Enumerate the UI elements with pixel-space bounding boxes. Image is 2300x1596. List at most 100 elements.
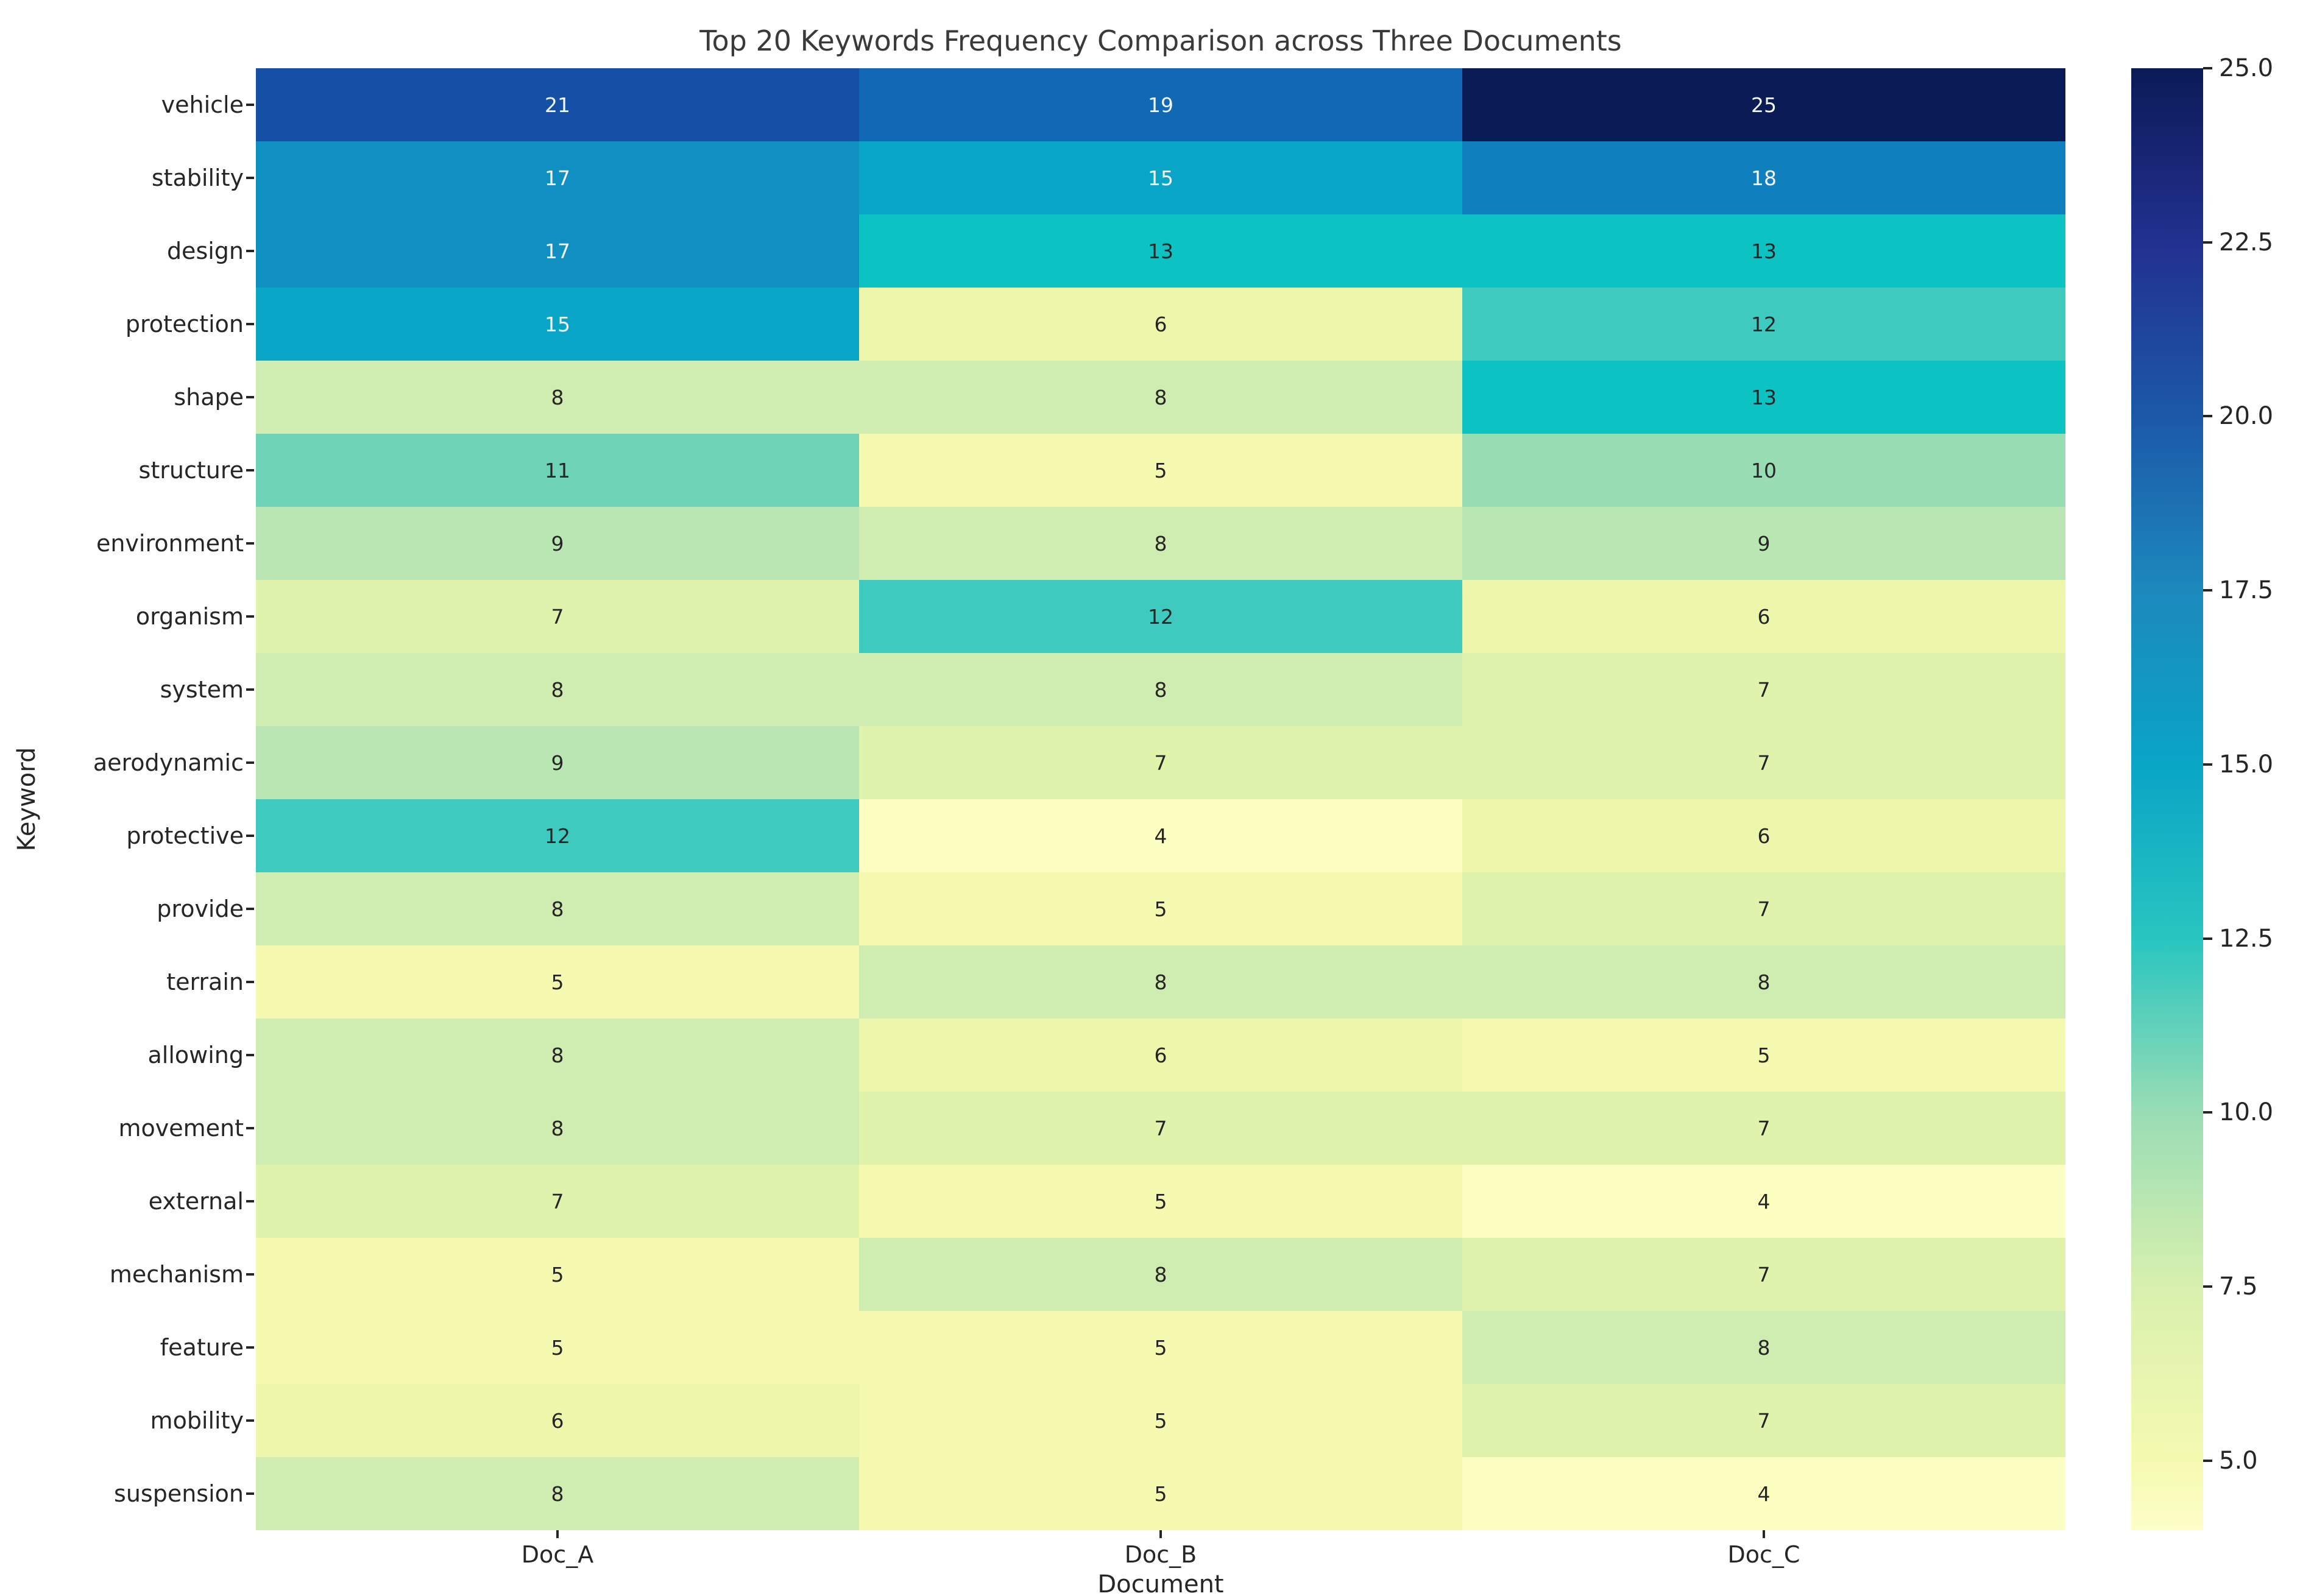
cell-value: 6	[1757, 604, 1771, 629]
heatmap-cell: 5	[859, 1165, 1462, 1238]
y-tick-label: allowing	[147, 1042, 244, 1068]
cell-value: 21	[545, 93, 570, 117]
cell-value: 5	[1154, 458, 1167, 482]
y-tick-label: mobility	[150, 1407, 244, 1434]
heatmap-cell: 7	[1462, 653, 2065, 726]
colorbar-tick-mark	[2203, 67, 2212, 69]
heatmap-cell: 4	[1462, 1165, 2065, 1238]
colorbar-tick-label: 22.5	[2219, 228, 2274, 256]
cell-value: 4	[1757, 1481, 1771, 1506]
colorbar-tick-label: 15.0	[2219, 750, 2274, 779]
cell-value: 13	[1751, 239, 1777, 263]
colorbar-tick-label: 17.5	[2219, 576, 2274, 605]
cell-value: 5	[1154, 1481, 1167, 1506]
chart-title: Top 20 Keywords Frequency Comparison acr…	[699, 24, 1622, 57]
y-tick-label: feature	[160, 1334, 244, 1361]
heatmap-cell: 7	[256, 1165, 859, 1238]
cell-value: 7	[1757, 1262, 1771, 1287]
cell-value: 5	[551, 1262, 564, 1287]
y-tick-label: shape	[174, 384, 244, 411]
cell-value: 18	[1751, 166, 1777, 190]
heatmap-cell: 19	[859, 68, 1462, 141]
heatmap-cell: 8	[859, 1238, 1462, 1311]
heatmap-cell: 5	[859, 1384, 1462, 1457]
cell-value: 7	[1154, 750, 1167, 775]
heatmap-cell: 8	[256, 361, 859, 434]
y-tick-mark	[246, 908, 254, 910]
heatmap-cell: 7	[256, 580, 859, 653]
cell-value: 13	[1148, 239, 1173, 263]
y-tick-mark	[246, 177, 254, 179]
cell-value: 8	[551, 897, 564, 921]
cell-value: 7	[551, 604, 564, 629]
cell-value: 7	[551, 1189, 564, 1213]
y-tick-mark	[246, 1273, 254, 1276]
cell-value: 8	[551, 1481, 564, 1506]
heatmap-cell: 15	[859, 141, 1462, 214]
y-tick-label: aerodynamic	[93, 749, 244, 776]
cell-value: 9	[1757, 531, 1771, 556]
y-tick-label: terrain	[166, 969, 244, 995]
colorbar-tick-mark	[2203, 1459, 2212, 1462]
y-tick-mark	[246, 469, 254, 471]
y-tick-mark	[246, 981, 254, 983]
heatmap-cell: 11	[256, 434, 859, 507]
cell-value: 6	[1154, 312, 1167, 336]
cell-value: 7	[1757, 897, 1771, 921]
heatmap-cell: 10	[1462, 434, 2065, 507]
x-axis-label: Document	[1097, 1570, 1224, 1596]
heatmap-cell: 5	[256, 945, 859, 1019]
cell-value: 8	[1154, 970, 1167, 994]
heatmap-cell: 4	[1462, 1457, 2065, 1530]
heatmap-cell: 5	[1462, 1019, 2065, 1092]
y-tick-label: movement	[118, 1115, 244, 1142]
colorbar-tick-mark	[2203, 1285, 2212, 1288]
heatmap-grid: 21 19 25 17 15 18 17 13 13 15 6 12 8 8 13 11 5 10 9 8 9 7 12 6 8…	[256, 68, 2065, 1530]
heatmap-cell: 6	[1462, 799, 2065, 872]
colorbar-tick-mark	[2203, 763, 2212, 766]
heatmap-cell: 8	[256, 1457, 859, 1530]
heatmap-cell: 8	[256, 1092, 859, 1165]
heatmap-cell: 9	[1462, 507, 2065, 580]
cell-value: 7	[1757, 677, 1771, 702]
cell-value: 8	[1154, 1262, 1167, 1287]
y-tick-mark	[246, 1200, 254, 1202]
heatmap-cell: 12	[859, 580, 1462, 653]
heatmap-cell: 7	[1462, 1384, 2065, 1457]
heatmap-cell: 12	[256, 799, 859, 872]
heatmap-cell: 6	[859, 288, 1462, 361]
cell-value: 8	[1757, 1335, 1771, 1360]
y-tick-mark	[246, 1346, 254, 1349]
cell-value: 8	[1154, 531, 1167, 556]
colorbar-tick-mark	[2203, 1111, 2212, 1114]
cell-value: 25	[1751, 93, 1777, 117]
cell-value: 7	[1757, 1116, 1771, 1140]
y-tick-mark	[246, 835, 254, 837]
cell-value: 5	[1154, 1408, 1167, 1433]
cell-value: 15	[1148, 166, 1173, 190]
heatmap-cell: 21	[256, 68, 859, 141]
cell-value: 9	[551, 531, 564, 556]
y-tick-mark	[246, 542, 254, 545]
cell-value: 8	[1757, 970, 1771, 994]
heatmap-cell: 7	[1462, 872, 2065, 945]
cell-value: 7	[1757, 1408, 1771, 1433]
cell-value: 8	[551, 1043, 564, 1067]
heatmap-cell: 9	[256, 507, 859, 580]
heatmap-cell: 25	[1462, 68, 2065, 141]
heatmap-cell: 5	[256, 1311, 859, 1384]
colorbar-tick-label: 12.5	[2219, 924, 2274, 953]
heatmap-cell: 5	[256, 1238, 859, 1311]
cell-value: 17	[545, 239, 570, 263]
heatmap-cell: 18	[1462, 141, 2065, 214]
cell-value: 8	[1154, 385, 1167, 409]
y-tick-label: environment	[96, 530, 244, 557]
heatmap-cell: 8	[1462, 1311, 2065, 1384]
heatmap-cell: 6	[1462, 580, 2065, 653]
colorbar-tick-label: 5.0	[2219, 1446, 2258, 1475]
x-tick-mark	[1763, 1530, 1765, 1538]
y-tick-mark	[246, 323, 254, 325]
cell-value: 13	[1751, 385, 1777, 409]
heatmap-cell: 7	[1462, 1092, 2065, 1165]
